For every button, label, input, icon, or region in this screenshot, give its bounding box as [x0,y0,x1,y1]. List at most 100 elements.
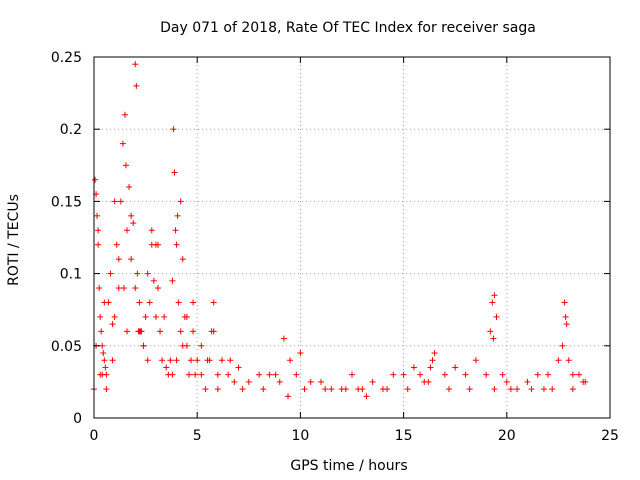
data-point [92,176,99,183]
data-point [349,371,355,378]
data-point [132,61,139,68]
data-point [152,313,159,320]
data-point [446,386,453,393]
data-point [103,386,110,393]
data-point [119,140,126,147]
data-point [563,321,570,328]
data-point [214,371,221,378]
y-tick-label: 0.2 [60,122,82,138]
grid-lines [94,57,610,418]
data-point [109,357,116,364]
data-point [202,386,209,393]
x-tick-label: 25 [601,428,619,444]
data-point [124,227,131,234]
x-tick-label: 15 [395,428,413,444]
data-point [503,378,510,385]
data-point [126,183,133,190]
data-point [472,357,479,364]
data-point [431,350,438,357]
data-point [120,285,127,292]
data-point [462,371,469,378]
y-tick-label: 0.15 [51,194,82,210]
data-point [107,270,114,277]
data-point [491,386,498,393]
y-tick-label: 0.1 [60,267,82,283]
data-point [115,256,122,263]
data-point [94,212,101,219]
data-point [549,386,556,393]
data-point [130,220,137,227]
y-tick-label: 0.25 [51,50,82,66]
x-tick-label: 10 [291,428,309,444]
data-point [493,313,500,320]
data-point [95,241,102,248]
data-point [173,357,180,364]
data-point [183,342,190,349]
data-point [188,357,195,364]
data-point [225,371,232,378]
data-point [328,386,335,393]
data-point [452,364,459,371]
data-point [97,313,104,320]
data-point [540,386,547,393]
plot-frame [93,56,611,419]
data-point [96,285,103,292]
data-point [185,371,192,378]
data-point [489,299,496,306]
data-point [198,342,205,349]
data-point [159,357,166,364]
data-point [285,393,292,400]
data-point [559,342,566,349]
data-point [272,371,279,378]
data-point [514,386,521,393]
data-point [239,386,246,393]
data-point [142,313,149,320]
data-point [179,256,186,263]
data-point [134,270,141,277]
data-point [173,241,180,248]
data-point [545,371,552,378]
data-point [235,364,242,371]
data-point [167,357,174,364]
y-tick-label: 0 [73,411,82,427]
data-point [102,364,109,371]
data-point [132,285,139,292]
data-point [280,335,287,342]
data-point [115,285,122,292]
data-point [122,162,129,169]
data-point [100,350,107,357]
data-point [192,371,199,378]
data-point [410,364,417,371]
data-point [128,212,135,219]
data-point [210,328,217,335]
data-point [429,357,436,364]
data-point [322,386,329,393]
data-point [157,328,164,335]
chart-title: Day 071 of 2018, Rate Of TEC Index for r… [160,20,536,36]
data-point [150,277,157,284]
data-point [144,270,151,277]
data-point [507,386,514,393]
x-tick-label: 0 [90,428,99,444]
data-point [165,371,172,378]
data-point [483,371,490,378]
data-point [466,386,473,393]
data-point [144,357,151,364]
data-point [534,371,541,378]
data-point [287,357,294,364]
data-point [99,342,106,349]
data-point [214,386,221,393]
data-point [128,256,135,263]
data-point [562,313,569,320]
axes: 0 5 10 15 20 25 0 0.05 0.1 0.15 0.2 0.25 [51,50,619,444]
data-point [565,357,572,364]
data-point [146,299,153,306]
data-point [499,371,506,378]
data-point [154,285,161,292]
data-point [163,364,170,371]
data-point [98,328,105,335]
data-point [190,299,197,306]
data-point [490,335,497,342]
data-point [183,313,190,320]
